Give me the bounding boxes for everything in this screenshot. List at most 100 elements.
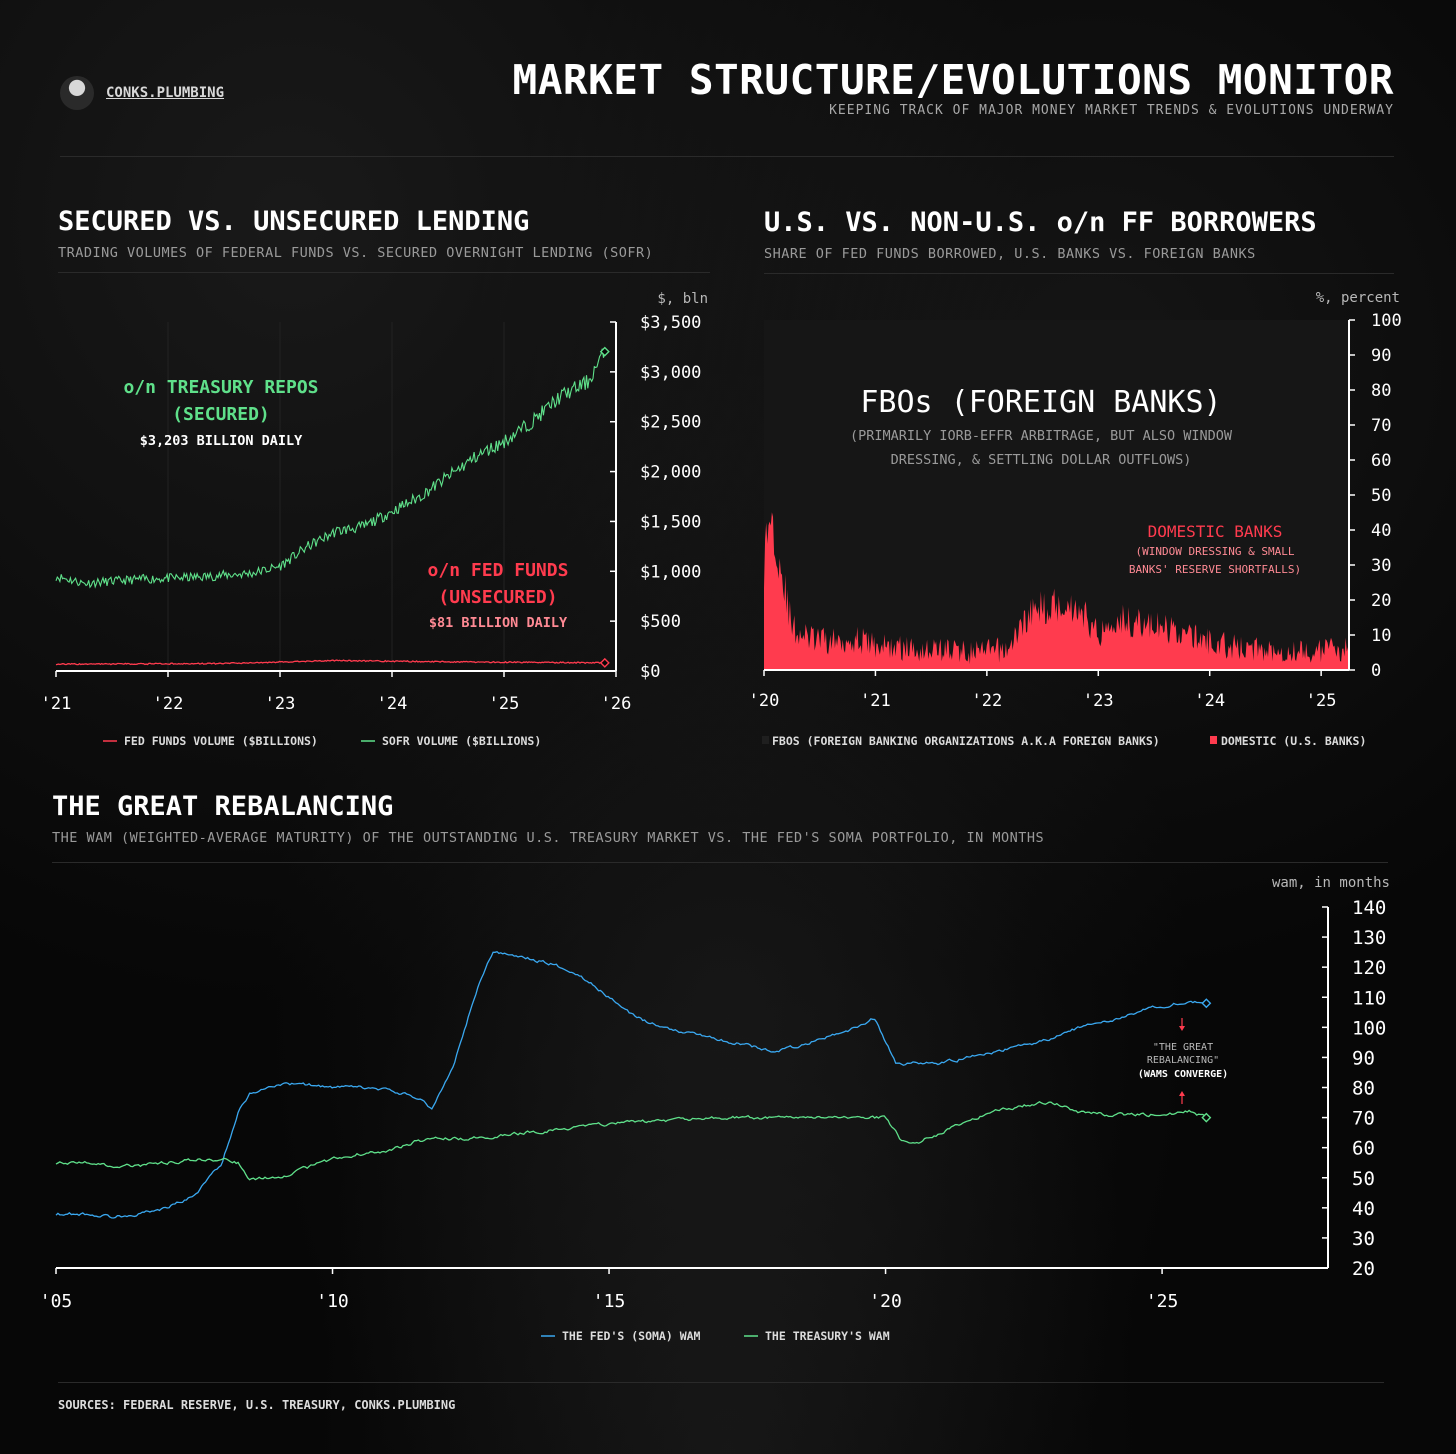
annotation-repo-value: $3,203 BILLION DAILY	[140, 433, 303, 449]
y-tick-label: $1,000	[640, 562, 701, 582]
panel2-divider	[764, 273, 1394, 274]
panel1-divider	[58, 272, 710, 273]
annotation-domestic-note-2: BANKS' RESERVE SHORTFALLS)	[1129, 563, 1301, 576]
panel2-unit-label: %, percent	[1316, 290, 1400, 306]
panel1-subtitle: TRADING VOLUMES OF FEDERAL FUNDS VS. SEC…	[58, 245, 654, 261]
y-tick-label: 40	[1352, 1198, 1375, 1220]
y-tick-label: $3,000	[640, 363, 701, 383]
y-tick-label: 20	[1371, 591, 1391, 611]
y-tick-label: 110	[1352, 987, 1386, 1009]
y-tick-label: 90	[1352, 1047, 1375, 1069]
x-tick-label: '22	[971, 691, 1002, 711]
footer-divider	[58, 1382, 1384, 1383]
y-tick-label: $0	[640, 662, 660, 682]
annotation-domestic-note-1: (WINDOW DRESSING & SMALL	[1136, 545, 1295, 558]
convergence-annotation: "THE GREAT REBALANCING" (WAMS CONVERGE)	[1138, 1018, 1228, 1104]
y-tick-label: 130	[1352, 927, 1386, 949]
brand[interactable]: CONKS.PLUMBING	[60, 76, 224, 110]
annotation-repo-subtitle: (SECURED)	[172, 404, 270, 425]
header-divider	[60, 156, 1394, 157]
annotation-rebalancing-2: REBALANCING"	[1147, 1055, 1219, 1066]
panel3-unit-label: wam, in months	[1272, 875, 1390, 891]
y-tick-label: $2,000	[640, 463, 701, 483]
page-subtitle: KEEPING TRACK OF MAJOR MONEY MARKET TREN…	[829, 103, 1394, 118]
y-tick-label: 140	[1352, 897, 1386, 919]
y-tick-label: $3,500	[640, 313, 701, 333]
legend-swatch-domestic	[1210, 736, 1217, 744]
panel1-title: SECURED VS. UNSECURED LENDING	[58, 206, 530, 237]
y-tick-label: $1,500	[640, 512, 701, 532]
y-tick-label: 20	[1352, 1258, 1375, 1280]
x-tick-label: '21	[860, 691, 891, 711]
y-tick-label: $2,500	[640, 413, 701, 433]
legend-label-fedfunds: FED FUNDS VOLUME ($BILLIONS)	[124, 734, 318, 748]
series-line-fedfunds	[55, 659, 605, 666]
panel3-title: THE GREAT REBALANCING	[52, 791, 394, 822]
panel1-legend: FED FUNDS VOLUME ($BILLIONS) SOFR VOLUME…	[103, 734, 541, 748]
panel2-subtitle: SHARE OF FED FUNDS BORROWED, U.S. BANKS …	[764, 246, 1256, 262]
legend-swatch-fbos	[762, 736, 769, 744]
x-tick-label: '24	[377, 694, 408, 714]
y-tick-label: 40	[1371, 521, 1391, 541]
series-line-soma-wam	[55, 950, 1207, 1219]
y-tick-label: 60	[1352, 1138, 1375, 1160]
end-marker	[1201, 1112, 1212, 1123]
y-tick-label: 70	[1352, 1108, 1375, 1130]
brand-name[interactable]: CONKS.PLUMBING	[106, 85, 225, 101]
x-tick-label: '25	[1146, 1291, 1179, 1312]
y-tick-label: 30	[1371, 556, 1391, 576]
page-title: MARKET STRUCTURE/EVOLUTIONS MONITOR	[512, 56, 1394, 104]
annotation-fbo-note-2: DRESSING, & SETTLING DOLLAR OUTFLOWS)	[891, 452, 1192, 468]
y-tick-label: 70	[1371, 416, 1391, 436]
arrow-up-icon-head	[1179, 1091, 1185, 1096]
x-tick-label: '26	[601, 694, 632, 714]
arrow-down-icon-head	[1179, 1026, 1185, 1031]
panel2-title: U.S. VS. NON-U.S. o/n FF BORROWERS	[764, 207, 1317, 238]
y-tick-label: 100	[1371, 311, 1402, 331]
chart-secured-vs-unsecured: $, bln '21 '22 '23 '24 '25 '26 $0 $500 $1,000 $1,…	[41, 291, 708, 748]
y-tick-label: 10	[1371, 626, 1391, 646]
end-marker	[599, 346, 610, 357]
annotation-fbo-note-1: (PRIMARILY IORB-EFFR ARBITRAGE, BUT ALSO…	[850, 428, 1233, 444]
y-tick-label: 50	[1352, 1168, 1375, 1190]
legend-label-treasury: THE TREASURY'S WAM	[765, 1329, 890, 1343]
legend-label-fbos: FBOS (FOREIGN BANKING ORGANIZATIONS A.K.…	[772, 734, 1160, 748]
x-tick-label: '10	[316, 1291, 349, 1312]
x-tick-label: '21	[41, 694, 72, 714]
legend-label-domestic: DOMESTIC (U.S. BANKS)	[1221, 734, 1366, 748]
x-tick-label: '23	[1083, 691, 1114, 711]
y-tick-label: 80	[1371, 381, 1391, 401]
annotation-repo-title: o/n TREASURY REPOS	[123, 377, 318, 398]
y-tick-label: 80	[1352, 1078, 1375, 1100]
annotation-rebalancing-1: "THE GREAT	[1153, 1042, 1213, 1053]
panel2-legend: FBOS (FOREIGN BANKING ORGANIZATIONS A.K.…	[762, 734, 1366, 748]
chart-great-rebalancing: wam, in months '05 '10 '15 '20 '25 20 30 40 50 60…	[40, 875, 1390, 1343]
y-tick-label: 50	[1371, 486, 1391, 506]
y-tick-label: 30	[1352, 1228, 1375, 1250]
x-tick-label: '20	[869, 1291, 902, 1312]
chart-ff-borrowers: %, percent '20 '21 '22 '23 '24 '25 0 10 20 30 40 50…	[749, 290, 1402, 748]
x-tick-label: '15	[593, 1291, 626, 1312]
series-line-sofr	[55, 348, 606, 589]
y-tick-label: 120	[1352, 957, 1386, 979]
y-tick-label: 60	[1371, 451, 1391, 471]
y-tick-label: $500	[640, 612, 681, 632]
x-tick-label: '25	[489, 694, 520, 714]
domestic-area	[764, 512, 1349, 670]
annotation-rebalancing-3: (WAMS CONVERGE)	[1138, 1069, 1228, 1080]
x-tick-label: '05	[40, 1291, 72, 1312]
legend-label-soma: THE FED'S (SOMA) WAM	[562, 1329, 701, 1343]
y-tick-label: 100	[1352, 1017, 1386, 1039]
annotation-ff-subtitle: (UNSECURED)	[438, 587, 557, 608]
x-tick-label: '22	[153, 694, 184, 714]
end-marker	[599, 657, 610, 668]
y-tick-label: 0	[1371, 661, 1381, 681]
x-tick-label: '24	[1194, 691, 1225, 711]
y-tick-label: 90	[1371, 346, 1391, 366]
panel3-divider	[52, 862, 1388, 863]
panel1-unit-label: $, bln	[657, 291, 708, 307]
annotation-fbo-title: FBOs (FOREIGN BANKS)	[860, 385, 1221, 420]
legend-label-sofr: SOFR VOLUME ($BILLIONS)	[382, 734, 541, 748]
avatar	[60, 76, 94, 110]
